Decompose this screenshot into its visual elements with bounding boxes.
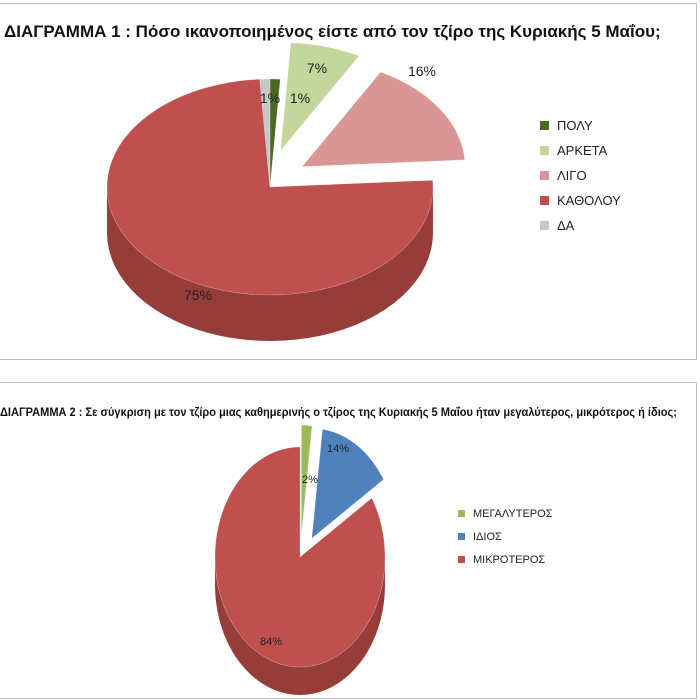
chart-2-title: ΔΙΑΓΡΑΜΜΑ 2 : Σε σύγκριση με τον τζίρο μ…	[0, 405, 677, 419]
legend-label-πολυ: ΠΟΛΥ	[557, 118, 593, 133]
legend-label-ιδιος: ΙΔΙΟΣ	[473, 531, 502, 543]
data-label-δα: 1%	[290, 90, 310, 106]
data-label-ιδιος: 14%	[327, 443, 349, 455]
slice-side-καθολου	[107, 187, 433, 341]
slice-δα	[259, 78, 271, 188]
slice-καθολου	[106, 78, 434, 296]
data-label-μικροτερος: 84%	[260, 636, 282, 648]
legend-swatch-μικροτερος	[458, 556, 465, 563]
slice-μεγαλυτερος	[301, 424, 313, 536]
legend-swatch-πολυ	[540, 121, 549, 130]
chart-1-title: ΔΙΑΓΡΑΜΜΑ 1 : Πόσο ικανοποιημένος είστε …	[4, 22, 661, 41]
slice-ιδιος	[311, 428, 384, 540]
legend-swatch-ιδιος	[458, 533, 465, 540]
legend-label-μεγαλυτερος: ΜΕΓΑΛΥΤΕΡΟΣ	[473, 508, 553, 520]
slice-λιγο	[301, 71, 466, 167]
legend-label-καθολου: ΚΑΘΟΛΟΥ	[557, 193, 621, 208]
slice-side-μικροτερος	[215, 557, 385, 695]
legend-swatch-μεγαλυτερος	[458, 510, 465, 517]
data-label-αρκετα: 7%	[307, 60, 327, 76]
legend-swatch-καθολου	[540, 196, 549, 205]
legend-2: ΜΕΓΑΛΥΤΕΡΟΣ ΙΔΙΟΣ ΜΙΚΡΟΤΕΡΟΣ	[458, 508, 553, 566]
legend-swatch-δα	[540, 221, 549, 230]
data-label-πολυ: 1%	[260, 90, 280, 106]
legend-1: ΠΟΛΥ ΑΡΚΕΤΑ ΛΙΓΟ ΚΑΘΟΛΟΥ ΔΑ	[540, 118, 621, 233]
legend-label-μικροτερος: ΜΙΚΡΟΤΕΡΟΣ	[473, 554, 545, 566]
legend-label-αρκετα: ΑΡΚΕΤΑ	[557, 143, 608, 158]
pie-chart-2: 2% 14% 84%	[214, 424, 386, 695]
slice-μικροτερος	[214, 446, 386, 668]
data-label-λιγο: 16%	[408, 63, 436, 79]
data-label-μεγαλυτερος: 2%	[302, 474, 318, 486]
legend-swatch-αρκετα	[540, 146, 549, 155]
legend-label-λιγο: ΛΙΓΟ	[557, 168, 587, 183]
legend-swatch-λιγο	[540, 171, 549, 180]
pie-chart-1: 1% 7% 16% 75% 1%	[106, 42, 466, 341]
legend-label-δα: ΔΑ	[557, 218, 575, 233]
slice-αρκετα	[280, 42, 360, 152]
slice-πολυ	[269, 78, 281, 188]
data-label-καθολου: 75%	[184, 287, 212, 303]
